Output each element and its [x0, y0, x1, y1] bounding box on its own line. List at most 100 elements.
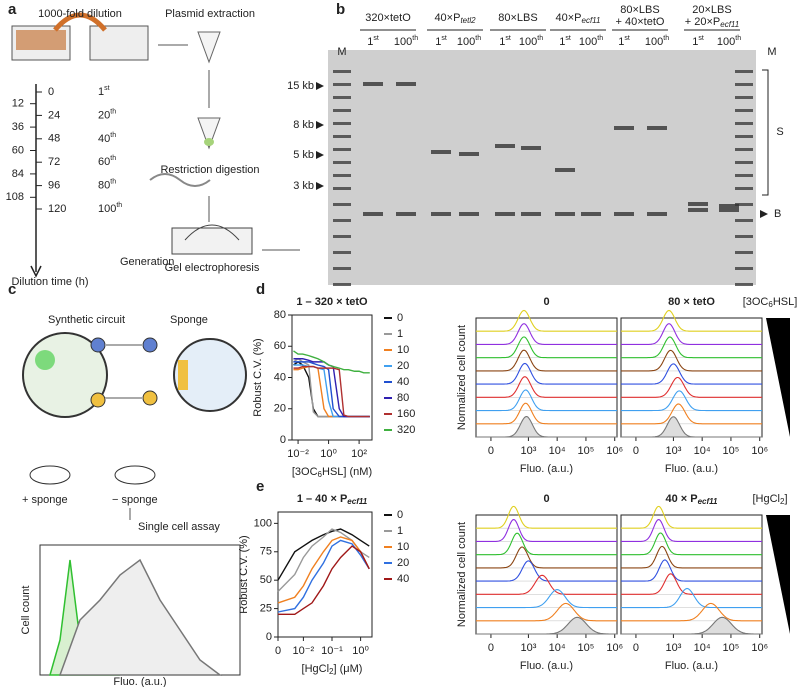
ladder-band — [333, 109, 351, 112]
time-label: 24 — [48, 109, 60, 121]
lane-label: 100th — [519, 35, 543, 48]
lane-label-suffix: st — [698, 35, 704, 42]
histogram-trace — [476, 376, 617, 398]
x-axis-label: [3OC6HSL] (nM) — [292, 466, 372, 479]
lane-label: 100th — [457, 35, 481, 48]
time-label: 108 — [6, 191, 24, 203]
histogram-trace — [476, 532, 617, 556]
x-tick-label: 10² — [351, 448, 367, 460]
lane-label: 100th — [394, 35, 418, 48]
size-label: 8 kb — [293, 119, 314, 131]
legend-label: 20 — [397, 557, 409, 569]
panel-letter: e — [256, 478, 264, 495]
lane-group-label: 320×tetO — [365, 12, 411, 24]
ladder-band — [735, 161, 753, 164]
ladder-band — [333, 203, 351, 206]
x-tick-label: 10⁶ — [606, 642, 623, 654]
size-arrow — [316, 121, 324, 129]
histogram-trace — [621, 336, 762, 359]
ladder-band — [333, 161, 351, 164]
time-label: 12 — [12, 98, 24, 110]
x-tick-label: 0 — [488, 642, 494, 654]
data-line — [277, 536, 370, 604]
chart-title-part: ecf11 — [347, 497, 367, 506]
ladder-band — [735, 122, 753, 125]
panel-letter: d — [256, 281, 265, 298]
sponge-band — [495, 144, 515, 148]
lane-label-number: 100 — [394, 36, 412, 48]
backbone-band — [396, 212, 416, 216]
generation-label: 100th — [98, 202, 122, 215]
lane-label-number: 100 — [717, 36, 735, 48]
sponge-band — [459, 152, 479, 156]
assay-label: Single cell assay — [138, 521, 220, 533]
histogram-trace — [476, 546, 617, 569]
lane-group-label-part: ecf11 — [720, 20, 739, 29]
panel-title-part: ecf11 — [698, 497, 718, 506]
gradient-wedge — [766, 515, 790, 634]
y-tick-label: 0 — [280, 434, 286, 446]
lane-group-label: 80×LBS — [498, 12, 537, 24]
lane-label: 1st — [499, 35, 511, 48]
legend-label: 20 — [397, 360, 409, 372]
x-tick-label: 0 — [633, 445, 639, 457]
y-tick-label: 0 — [266, 631, 272, 643]
y-tick-label: 50 — [260, 574, 272, 586]
size-label: 15 kb — [287, 80, 314, 92]
panel-title: 0 — [543, 296, 549, 308]
x-axis-label-part: 2 — [329, 667, 334, 676]
sponge-condition: + sponge — [22, 494, 68, 506]
panel-letter: b — [336, 1, 345, 18]
ladder-band — [735, 135, 753, 138]
lane-label-number: 100 — [519, 36, 537, 48]
size-arrow — [316, 82, 324, 90]
histogram-trace — [621, 573, 762, 595]
backbone-label: B — [774, 208, 781, 220]
x-tick-label: 10⁴ — [694, 642, 711, 654]
histogram-trace — [621, 545, 762, 569]
sponge-band — [363, 82, 383, 86]
x-tick-label: 10⁶ — [606, 445, 623, 457]
ladder-band — [333, 135, 351, 138]
generation-label-suffix: th — [110, 155, 116, 162]
lane-label-number: 1 — [618, 36, 624, 48]
lane-label-number: 1 — [435, 36, 441, 48]
ladder-band — [333, 235, 351, 238]
lane-group-label: 40×Pecf11 — [556, 12, 601, 25]
chart-title: 1 – 40 × Pecf11 — [297, 493, 368, 506]
lane-label-suffix: th — [537, 35, 543, 42]
legend-label: 160 — [397, 408, 415, 420]
panel-title: 40 × Pecf11 — [666, 493, 719, 506]
ladder-band — [333, 148, 351, 151]
plot-frame — [277, 511, 373, 638]
legend-label: 1 — [397, 525, 403, 537]
legend-label: 320 — [397, 424, 415, 436]
panel-title-part: 80 × tetO — [668, 296, 715, 308]
histogram-trace — [476, 589, 617, 609]
histogram-trace — [476, 389, 617, 412]
lane-label-number: 1 — [499, 36, 505, 48]
generation-label: 60th — [98, 155, 116, 168]
axis-label: Dilution time (h) — [11, 276, 88, 288]
histogram-trace — [621, 505, 762, 529]
x-axis-label-part: [HgCl — [302, 663, 330, 675]
ladder-band — [333, 70, 351, 73]
time-label: 0 — [48, 86, 54, 98]
chart-title-part: 1 – 40 × P — [297, 493, 347, 505]
x-tick-label: 0 — [275, 645, 281, 657]
lane-group-label: 20×LBS — [692, 4, 731, 16]
legend-title-part: 2 — [780, 497, 785, 506]
ladder-band — [333, 251, 351, 254]
lane-label-number: 1 — [692, 36, 698, 48]
x-tick-label: 10⁵ — [723, 445, 740, 457]
time-label: 120 — [48, 203, 66, 215]
histogram-trace — [621, 309, 762, 332]
backbone-band — [431, 212, 451, 216]
x-tick-label: 10⁴ — [549, 445, 566, 457]
x-tick-label: 10⁵ — [578, 642, 595, 654]
histogram-trace — [476, 616, 617, 635]
legend-title-part: ] — [784, 493, 787, 505]
generation-label-number: 60 — [98, 156, 110, 168]
legend-label: 1 — [397, 328, 403, 340]
x-tick-label: 10⁻² — [293, 645, 315, 657]
